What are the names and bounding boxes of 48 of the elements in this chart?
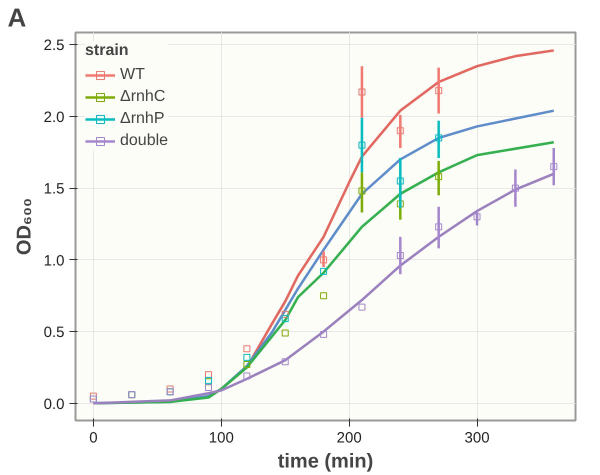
point	[358, 88, 366, 96]
y-tick-label: 0.5	[44, 324, 65, 342]
point	[282, 358, 289, 366]
point	[435, 173, 442, 180]
point	[358, 304, 366, 311]
point	[282, 310, 289, 318]
point	[550, 163, 558, 170]
point	[90, 392, 97, 400]
point	[396, 200, 404, 208]
y-tick-label: 1.5	[44, 180, 65, 198]
point	[358, 188, 366, 194]
y-tick-label: 1.0	[44, 252, 65, 270]
legend-label: ΔrnhC	[120, 88, 166, 106]
point	[320, 292, 328, 300]
y-tick-label: 2.0	[44, 108, 65, 126]
point	[243, 372, 250, 380]
x-tick-label: 0	[89, 430, 98, 446]
x-tick-label: 100	[208, 430, 234, 446]
point	[243, 354, 250, 361]
x-tick-label: 300	[464, 430, 490, 446]
point	[166, 385, 174, 392]
point	[512, 184, 519, 192]
y-tick-label: 2.5	[44, 37, 65, 54]
point	[320, 256, 328, 264]
point	[243, 361, 250, 368]
point	[320, 268, 328, 275]
legend-label: double	[120, 132, 168, 150]
x-axis-title: time (min)	[278, 450, 374, 472]
legend-label: WT	[120, 66, 145, 84]
point	[358, 142, 366, 149]
point	[435, 223, 442, 230]
point	[282, 330, 289, 337]
point	[396, 177, 404, 184]
point	[282, 315, 289, 322]
point	[396, 252, 404, 260]
text: A	[8, 2, 26, 32]
y-tick-label: 0.0	[44, 396, 65, 413]
point	[435, 87, 442, 94]
point	[396, 127, 404, 134]
point	[320, 330, 328, 338]
point	[435, 134, 442, 142]
point	[243, 345, 250, 352]
x-tick-label: 200	[336, 430, 362, 446]
point	[474, 213, 481, 220]
y-axis-title: OD₆₀₀	[14, 198, 36, 256]
legend-title: strain	[85, 42, 130, 60]
legend-label: ΔrnhP	[120, 110, 164, 128]
point	[204, 384, 212, 392]
